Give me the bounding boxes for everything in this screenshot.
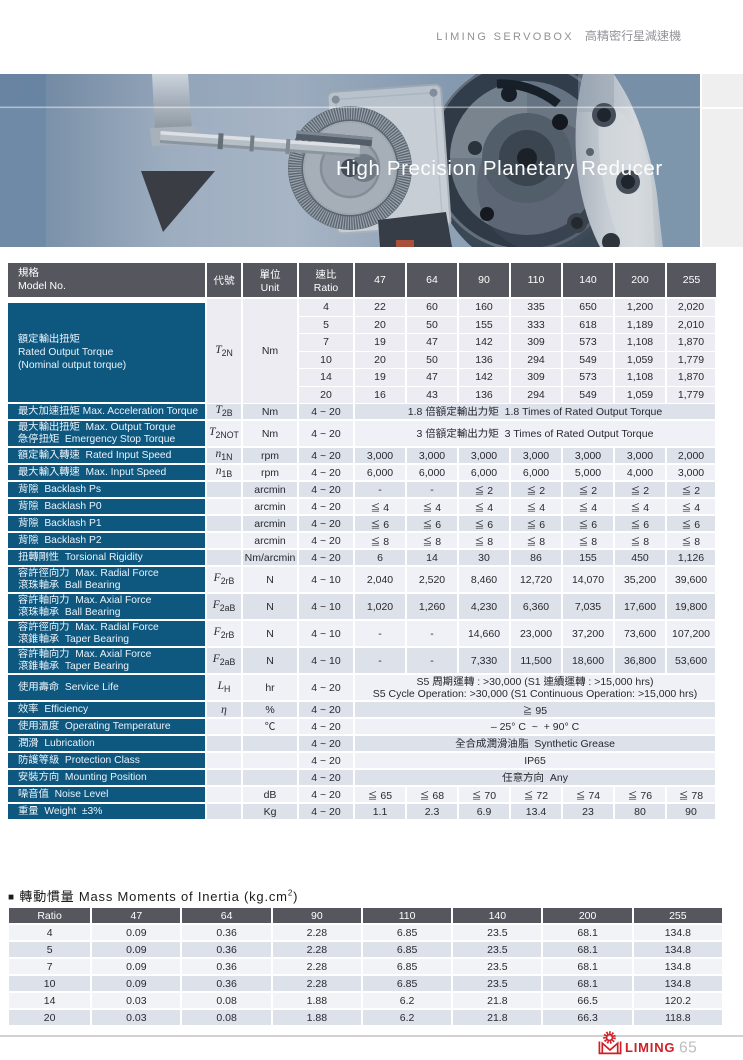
svg-text:65: 65 [679, 1040, 697, 1057]
svg-text:High Precision Planetary Reduc: High Precision Planetary Reducer [336, 157, 663, 180]
svg-text:LIMING: LIMING [625, 1040, 675, 1055]
